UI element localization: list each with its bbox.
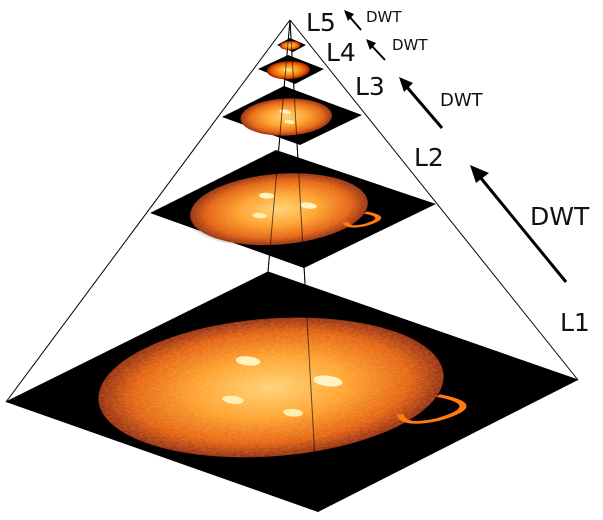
pyramid-edge-back-overlay	[267, 19, 291, 273]
dwt-label-1: DWT	[530, 202, 590, 231]
level-label-l4: L4	[326, 38, 356, 67]
level-label-l3: L3	[355, 72, 385, 101]
arrow-l2-l3	[404, 85, 444, 129]
arrow-l3-l4	[370, 44, 386, 61]
arrow-l3-l4-head	[366, 39, 376, 50]
level-4-image	[258, 55, 324, 84]
arrow-l1-l2	[478, 176, 568, 283]
arrow-l2-l3-head	[399, 77, 413, 92]
level-label-l1: L1	[560, 308, 590, 337]
dwt-label-3: DWT	[392, 36, 428, 54]
pyramid-edge-front-overlay	[289, 19, 319, 513]
dwt-arrows	[344, 10, 568, 283]
dwt-label-4: DWT	[366, 8, 402, 26]
arrow-l1-l2-head	[470, 165, 489, 183]
level-2-image	[150, 150, 436, 268]
level-3-image	[222, 86, 362, 145]
level-label-l2: L2	[414, 143, 444, 172]
level-1-image	[6, 272, 578, 512]
arrow-l4-l5	[348, 15, 362, 31]
dwt-label-2: DWT	[440, 90, 484, 111]
pyramid-edge-left	[5, 19, 291, 403]
pyramid-edge-right	[289, 19, 579, 381]
arrow-l4-l5-head	[344, 10, 354, 21]
level-label-l5: L5	[306, 8, 336, 37]
